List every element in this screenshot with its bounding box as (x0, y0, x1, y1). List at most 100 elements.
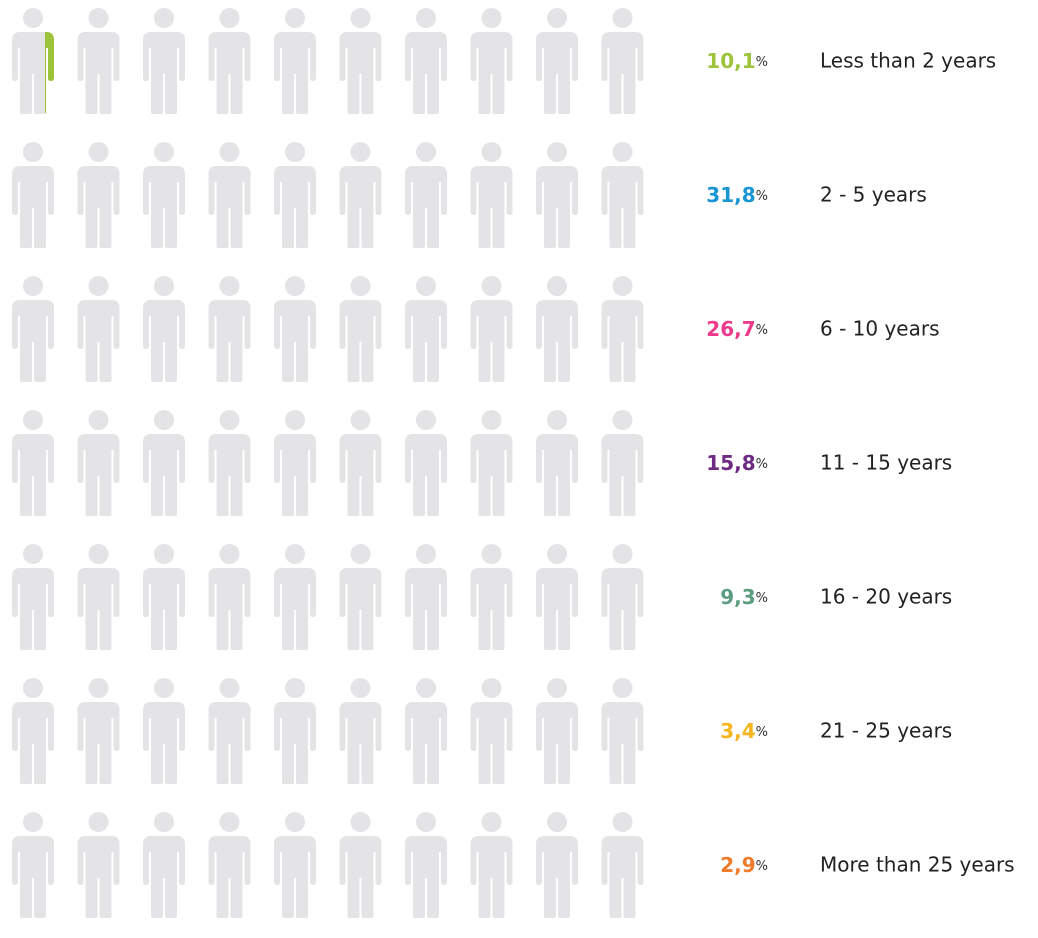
person-icon-empty (470, 8, 513, 114)
person-icon-empty (405, 812, 447, 918)
person-icon-empty (601, 142, 644, 248)
person-icon-empty (339, 276, 382, 382)
person-icon-empty (12, 276, 54, 382)
person-icon-empty (470, 544, 513, 650)
person-icon-empty (601, 8, 644, 114)
person-icon-empty (274, 544, 316, 650)
person-icon-empty (339, 678, 382, 784)
value-number: 26,7 (706, 317, 755, 341)
value-number: 9,3 (720, 585, 755, 609)
person-icon-empty (274, 410, 316, 516)
person-icon-empty (143, 142, 185, 248)
person-icon-empty (143, 544, 185, 650)
person-icon-empty (601, 812, 644, 918)
value-number: 31,8 (706, 183, 755, 207)
category-label: 6 - 10 years (820, 317, 940, 341)
value-unit: % (756, 55, 768, 70)
person-icon-empty (77, 544, 120, 650)
person-icon-empty (12, 544, 54, 650)
person-icon-empty (77, 812, 120, 918)
person-icon-empty (536, 812, 578, 918)
person-icon-empty (536, 678, 578, 784)
person-icon-empty (143, 410, 185, 516)
value-unit: % (756, 457, 768, 472)
person-icon-empty (405, 410, 447, 516)
person-icon-empty (405, 678, 447, 784)
value-number: 2,9 (720, 853, 755, 877)
value-label: 10,1% (706, 49, 768, 73)
person-icon-empty (12, 142, 54, 248)
category-label: 16 - 20 years (820, 585, 952, 609)
person-icon-empty (601, 410, 644, 516)
person-icon-empty (470, 678, 513, 784)
person-icon-empty (274, 8, 316, 114)
person-icon-empty (12, 678, 54, 784)
person-icon-empty (470, 276, 513, 382)
person-icon-empty (339, 812, 382, 918)
value-label: 26,7% (706, 317, 768, 341)
person-icon-empty (208, 410, 251, 516)
person-icon-empty (143, 812, 185, 918)
person-icon-empty (405, 142, 447, 248)
person-icon-empty (77, 410, 120, 516)
value-label: 3,4% (720, 719, 768, 743)
person-icon-empty (536, 8, 578, 114)
person-icon-empty (470, 142, 513, 248)
person-icon-empty (77, 142, 120, 248)
value-number: 15,8 (706, 451, 755, 475)
person-icon-empty (274, 678, 316, 784)
category-label: More than 25 years (820, 853, 1015, 877)
person-icon-empty (12, 8, 54, 114)
person-icon-empty (339, 544, 382, 650)
person-icon-empty (77, 276, 120, 382)
person-icon-empty (405, 276, 447, 382)
person-icon-empty (274, 142, 316, 248)
value-unit: % (756, 591, 768, 606)
person-icon-empty (601, 544, 644, 650)
person-icon-empty (470, 812, 513, 918)
person-icon-empty (274, 276, 316, 382)
value-unit: % (756, 189, 768, 204)
person-icon-empty (208, 544, 251, 650)
person-icon-empty (536, 410, 578, 516)
person-icon-empty (208, 8, 251, 114)
value-label: 2,9% (720, 853, 768, 877)
person-icon-empty (470, 410, 513, 516)
value-number: 10,1 (706, 49, 755, 73)
value-unit: % (756, 859, 768, 874)
person-icon-empty (274, 812, 316, 918)
person-icon-empty (77, 8, 120, 114)
value-number: 3,4 (720, 719, 755, 743)
person-icon-empty (405, 8, 447, 114)
person-icon-empty (77, 678, 120, 784)
person-icon-empty (536, 142, 578, 248)
person-icon-empty (339, 142, 382, 248)
category-label: 11 - 15 years (820, 451, 952, 475)
value-label: 9,3% (720, 585, 768, 609)
person-icon-empty (143, 8, 185, 114)
person-icon-empty (601, 276, 644, 382)
category-label: 2 - 5 years (820, 183, 927, 207)
person-icon-empty (339, 410, 382, 516)
category-label: Less than 2 years (820, 49, 996, 73)
person-icon-empty (536, 544, 578, 650)
rows: 10,1% Less than 2 years 31,8% 2 - 5 years 26… (12, 8, 1015, 918)
person-icon-empty (143, 678, 185, 784)
person-icon-empty (12, 410, 54, 516)
person-icon-empty (536, 276, 578, 382)
person-icon-empty (143, 276, 185, 382)
person-icon-empty (12, 812, 54, 918)
person-icon-empty (601, 678, 644, 784)
person-icon-empty (339, 8, 382, 114)
value-unit: % (756, 323, 768, 338)
person-icon-empty (208, 678, 251, 784)
category-label: 21 - 25 years (820, 719, 952, 743)
person-icon-empty (208, 812, 251, 918)
person-icon-empty (405, 544, 447, 650)
value-unit: % (756, 725, 768, 740)
value-label: 15,8% (706, 451, 768, 475)
person-icon-empty (208, 142, 251, 248)
value-label: 31,8% (706, 183, 768, 207)
person-icon-empty (208, 276, 251, 382)
